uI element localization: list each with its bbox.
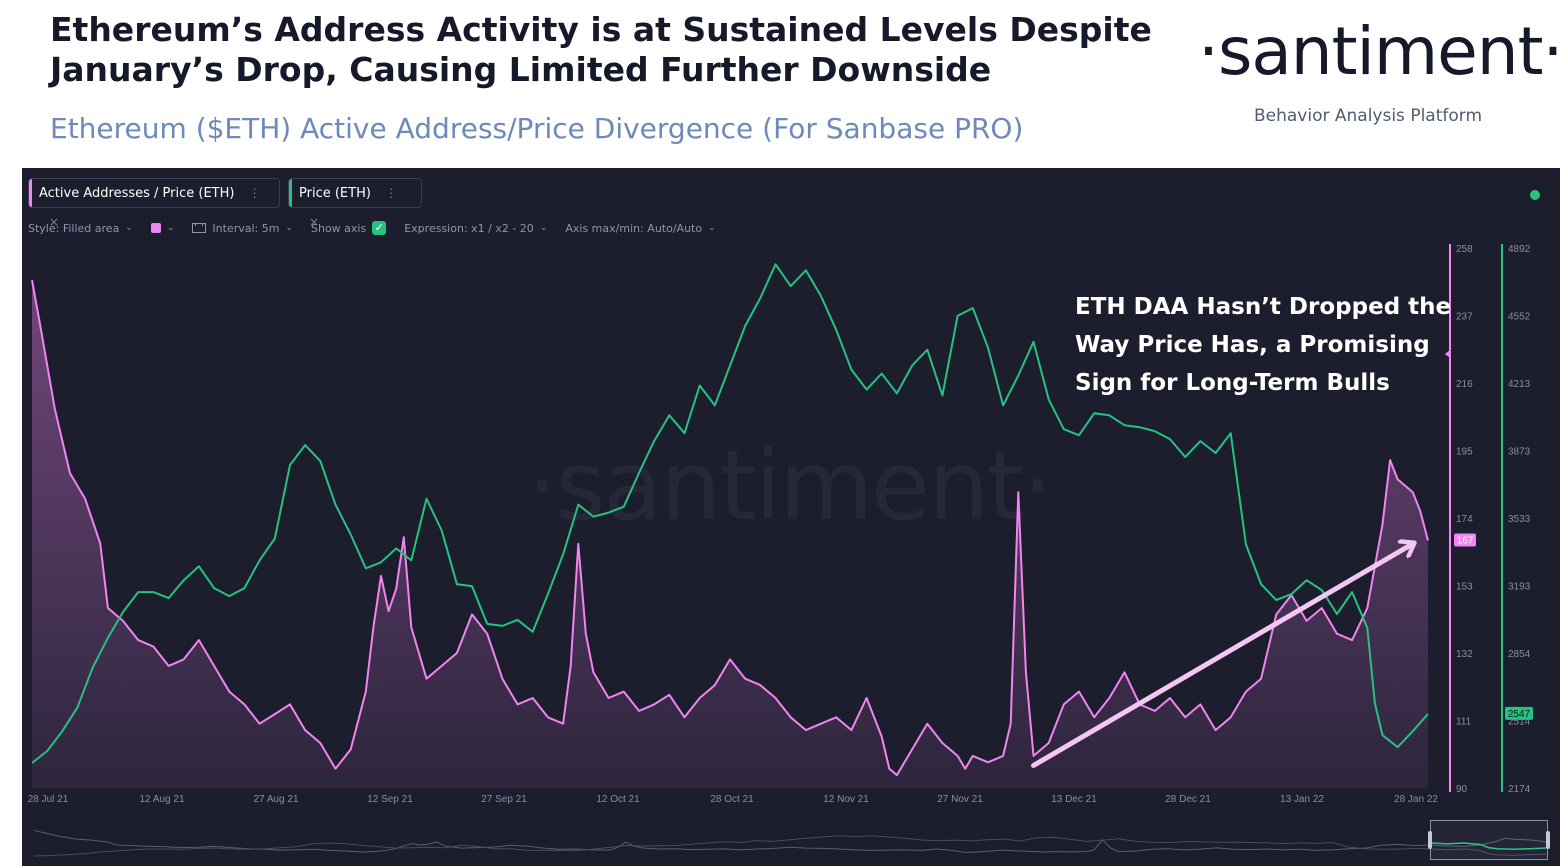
santiment-logo: ·santiment· (1198, 13, 1563, 90)
navigator-selected-line (1430, 842, 1547, 851)
x-tick-label: 28 Jul 21 (28, 794, 69, 805)
navigator-selection[interactable] (1430, 820, 1548, 860)
interval-select-label: Interval: 5m (212, 221, 280, 235)
chevron-down-icon: ⌄ (125, 223, 133, 233)
metric-axis-tick: 153 (1456, 582, 1473, 593)
chevron-down-icon: ⌄ (166, 223, 175, 233)
metric-tab-label: Active Addresses / Price (ETH) (39, 186, 235, 201)
price-axis-tick: 2174 (1508, 784, 1531, 795)
metric-axis-tick: 258 (1456, 244, 1473, 255)
price-axis-tick: 4552 (1508, 312, 1531, 323)
navigator-price-line (33, 835, 1547, 857)
metric-axis-tick: 237 (1456, 312, 1473, 323)
x-tick-label: 27 Aug 21 (253, 794, 298, 805)
axis-maxmin-select[interactable]: Axis max/min: Auto/Auto ⌄ (565, 222, 715, 235)
show-axis-toggle[interactable]: Show axis ✓ (311, 221, 387, 235)
x-tick-label: 13 Jan 22 (1280, 794, 1324, 805)
navigator-metric-line (33, 829, 1547, 853)
x-tick-label: 27 Sep 21 (481, 794, 527, 805)
santiment-watermark: ·santiment· (527, 430, 1053, 542)
metric-axis-tick: 132 (1456, 649, 1473, 660)
price-current-value: 2547 (1508, 709, 1531, 720)
interval-select[interactable]: Interval: 5m ⌄ (192, 222, 293, 235)
metric-axis-tick: 216 (1456, 379, 1473, 390)
chevron-down-icon: ⌄ (539, 223, 548, 233)
chart-annotation: ETH DAA Hasn’t Dropped the Way Price Has… (1075, 294, 1452, 396)
active-addresses-price-line (31, 279, 1429, 777)
price-line (31, 263, 1429, 764)
metric-tab-label: Price (ETH) (299, 186, 371, 201)
expression-label: Expression: x1 / x2 - 20 (404, 221, 534, 235)
x-tick-label: 28 Oct 21 (710, 794, 754, 805)
trend-arrow (1030, 544, 1412, 768)
x-tick-label: 12 Nov 21 (823, 794, 869, 805)
price-current-badge (1505, 706, 1533, 720)
metric-current-badge (1454, 533, 1476, 547)
axis-pointer (1445, 350, 1450, 358)
metric-tab-price[interactable]: Price (ETH) ⋮ × (288, 178, 422, 229)
chevron-down-icon: ⌄ (708, 223, 716, 233)
navigator-sparkline (33, 829, 1547, 857)
navigator-handle-right[interactable] (1546, 831, 1550, 849)
chart-panel: Active Addresses / Price (ETH) ⋮ × Price… (22, 168, 1560, 866)
x-tick-label: 12 Aug 21 (139, 794, 184, 805)
chart-canvas[interactable]: 28 Jul 21 12 Aug 21 27 Aug 21 12 Sep 21 27 S… (22, 168, 1560, 866)
chevron-down-icon: ⌄ (285, 223, 293, 233)
metric-current-value: 167 (1457, 536, 1474, 547)
metric-axis-tick: 174 (1456, 514, 1473, 525)
metric-axis-tick: 90 (1456, 784, 1468, 795)
style-select-label: Style: Filled area (28, 221, 120, 235)
close-icon[interactable]: × (309, 215, 320, 229)
metric-color-marker (289, 179, 292, 207)
calendar-icon (192, 223, 207, 233)
price-axis-tick: 2514 (1508, 716, 1531, 727)
x-tick-label: 27 Nov 21 (937, 794, 983, 805)
show-axis-label: Show axis (311, 221, 367, 235)
price-axis-tick: 3873 (1508, 446, 1531, 457)
style-select[interactable]: Style: Filled area ⌄ (28, 222, 133, 235)
x-tick-label: 28 Dec 21 (1165, 794, 1211, 805)
more-options-icon[interactable]: ⋮ (385, 186, 398, 200)
navigator-handle-left[interactable] (1428, 831, 1432, 849)
chart-toolbar: Style: Filled area ⌄ ⌄ Interval: 5m ⌄ Sh… (28, 220, 734, 236)
metric-axis-tick: 195 (1456, 447, 1473, 458)
price-axis-tick: 4213 (1508, 379, 1531, 390)
metric-color-marker (29, 179, 32, 207)
price-axis-tick: 3533 (1508, 514, 1531, 525)
more-options-icon[interactable]: ⋮ (248, 186, 261, 200)
checkbox-checked-icon[interactable]: ✓ (372, 221, 387, 235)
chart-headline: Ethereum’s Address Activity is at Sustai… (50, 10, 1152, 89)
metric-tab-active-addresses-price[interactable]: Active Addresses / Price (ETH) ⋮ × (28, 178, 280, 229)
metric-axis-tick: 111 (1456, 717, 1472, 728)
x-tick-label: 12 Oct 21 (596, 794, 640, 805)
axis-maxmin-label: Axis max/min: Auto/Auto (565, 221, 703, 235)
price-axis-tick: 4892 (1508, 244, 1531, 255)
chart-subtitle: Ethereum ($ETH) Active Address/Price Div… (50, 112, 1024, 145)
x-tick-label: 13 Dec 21 (1051, 794, 1097, 805)
brand-tagline: Behavior Analysis Platform (1253, 106, 1483, 126)
active-addresses-price-area (32, 280, 1428, 788)
price-axis-tick: 3193 (1508, 582, 1531, 593)
close-icon[interactable]: × (49, 215, 60, 229)
x-tick-label: 28 Jan 22 (1394, 794, 1438, 805)
expression-select[interactable]: Expression: x1 / x2 - 20 ⌄ (404, 222, 547, 235)
color-picker[interactable]: ⌄ (150, 223, 175, 233)
price-axis-tick: 2854 (1508, 649, 1531, 660)
live-status-indicator (1530, 190, 1540, 200)
x-tick-label: 12 Sep 21 (367, 794, 413, 805)
color-swatch (150, 223, 161, 233)
timeline-navigator[interactable] (30, 819, 1550, 863)
